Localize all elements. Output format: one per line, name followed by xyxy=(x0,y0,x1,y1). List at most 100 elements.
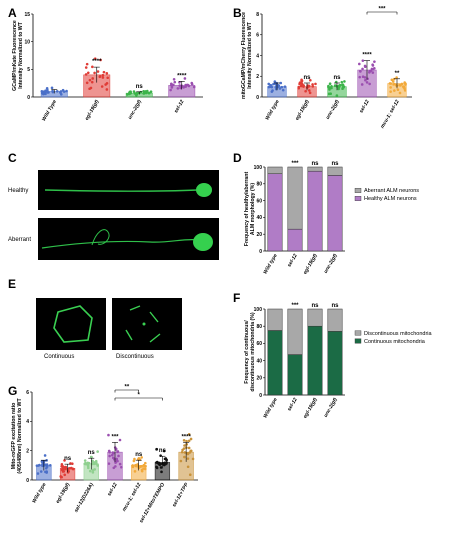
significance-label: ns xyxy=(333,75,341,81)
data-point xyxy=(84,73,88,76)
panel-label-a: A xyxy=(8,6,17,20)
x-tick-label: sel-12 xyxy=(358,99,370,114)
y-axis-label: mitoGCaMP/mCherry FluorescenceIntensity … xyxy=(241,12,253,99)
legend-swatch xyxy=(354,338,362,344)
data-point xyxy=(178,81,181,84)
stacked-bar-segment xyxy=(287,308,303,355)
data-point xyxy=(37,464,40,467)
panel-label-c: C xyxy=(8,151,17,165)
data-point xyxy=(59,90,63,93)
aberrant-axon xyxy=(41,238,199,249)
data-point xyxy=(170,86,174,89)
data-point xyxy=(187,446,191,450)
data-point xyxy=(300,79,304,83)
data-point xyxy=(364,78,367,82)
stacked-bar-segment xyxy=(267,166,283,174)
data-point xyxy=(178,84,181,87)
data-point xyxy=(128,91,131,95)
y-axis-label-line: mitoGCaMP/mCherry Fluorescence xyxy=(241,12,247,99)
healthy-label: Healthy xyxy=(8,188,28,194)
data-point xyxy=(102,70,106,74)
data-point xyxy=(396,88,400,92)
data-point xyxy=(165,458,168,462)
data-point xyxy=(65,89,68,93)
data-point xyxy=(95,461,98,465)
stacked-bar-segment xyxy=(287,228,303,252)
significance-label: *** xyxy=(291,303,299,309)
x-tick-label: egl-19(gf) xyxy=(302,253,319,276)
data-point xyxy=(341,83,344,87)
data-point xyxy=(388,82,392,85)
data-point xyxy=(135,91,139,95)
data-point xyxy=(50,86,54,90)
data-point xyxy=(67,467,71,470)
x-tick-label: unc-2(gf) xyxy=(323,253,339,275)
data-point xyxy=(63,459,66,462)
data-point xyxy=(361,67,364,71)
data-point xyxy=(172,78,176,81)
significance-label: **** xyxy=(181,434,191,440)
data-point xyxy=(327,92,331,96)
data-point xyxy=(390,78,394,82)
data-point xyxy=(160,470,163,474)
data-point xyxy=(371,63,374,67)
x-tick-label: sel-12+TPP xyxy=(171,481,190,508)
x-tick-label: egl-19(gf) xyxy=(55,482,72,505)
data-point xyxy=(181,448,184,452)
data-point xyxy=(105,88,109,91)
bracket-label: ** xyxy=(125,385,130,391)
y-tick-label: 15 xyxy=(24,12,30,18)
data-point xyxy=(85,62,89,66)
y-axis-label-line: Intensity Normalized to WT xyxy=(247,21,253,88)
data-point xyxy=(311,83,314,86)
x-tick-label: Wild type xyxy=(264,99,280,121)
data-point xyxy=(96,464,99,467)
x-tick-label: Wild type xyxy=(262,397,278,419)
data-point xyxy=(40,460,44,464)
data-point xyxy=(93,71,96,75)
data-point xyxy=(60,475,63,479)
data-point xyxy=(403,89,407,92)
y-tick-label: 80 xyxy=(256,182,262,188)
panel-label-d: D xyxy=(233,151,242,165)
data-point xyxy=(307,89,311,92)
healthy-soma xyxy=(196,183,212,197)
significance-label: ns xyxy=(331,161,339,167)
data-point xyxy=(297,86,301,90)
data-point xyxy=(360,83,364,86)
data-point xyxy=(186,83,190,87)
data-point xyxy=(389,86,392,89)
data-point xyxy=(43,454,47,457)
x-tick-label: unc-2(gf) xyxy=(325,99,341,121)
data-point xyxy=(340,80,344,84)
y-tick-label: 100 xyxy=(254,307,263,313)
data-point xyxy=(39,470,43,473)
data-point xyxy=(86,466,90,470)
data-point xyxy=(314,82,317,86)
data-point xyxy=(159,466,163,469)
y-tick-label: 0 xyxy=(259,249,262,255)
legend-label: Continuous mitochondria xyxy=(364,339,426,345)
data-point xyxy=(126,93,129,96)
stacked-bar-segment xyxy=(307,325,323,396)
data-point xyxy=(96,70,100,73)
legend-label: Aberrant ALM neurons xyxy=(364,188,419,194)
data-point xyxy=(188,473,192,477)
x-tick-label: sel-12(D226A) xyxy=(73,482,95,514)
aberrant-label: Aberrant xyxy=(8,237,31,243)
data-point xyxy=(179,459,183,463)
data-point xyxy=(114,465,117,468)
y-axis-label: Mito-roGFP excitation ratio(405/488nm) N… xyxy=(11,398,23,474)
data-point xyxy=(283,85,287,88)
significance-label: ns xyxy=(136,84,144,90)
significance-label: ns xyxy=(311,161,319,167)
data-point xyxy=(271,89,274,92)
data-point xyxy=(44,90,47,93)
bracket-label: * xyxy=(138,393,141,399)
data-point xyxy=(88,78,92,82)
legend-swatch xyxy=(354,195,362,201)
data-point xyxy=(64,465,68,469)
